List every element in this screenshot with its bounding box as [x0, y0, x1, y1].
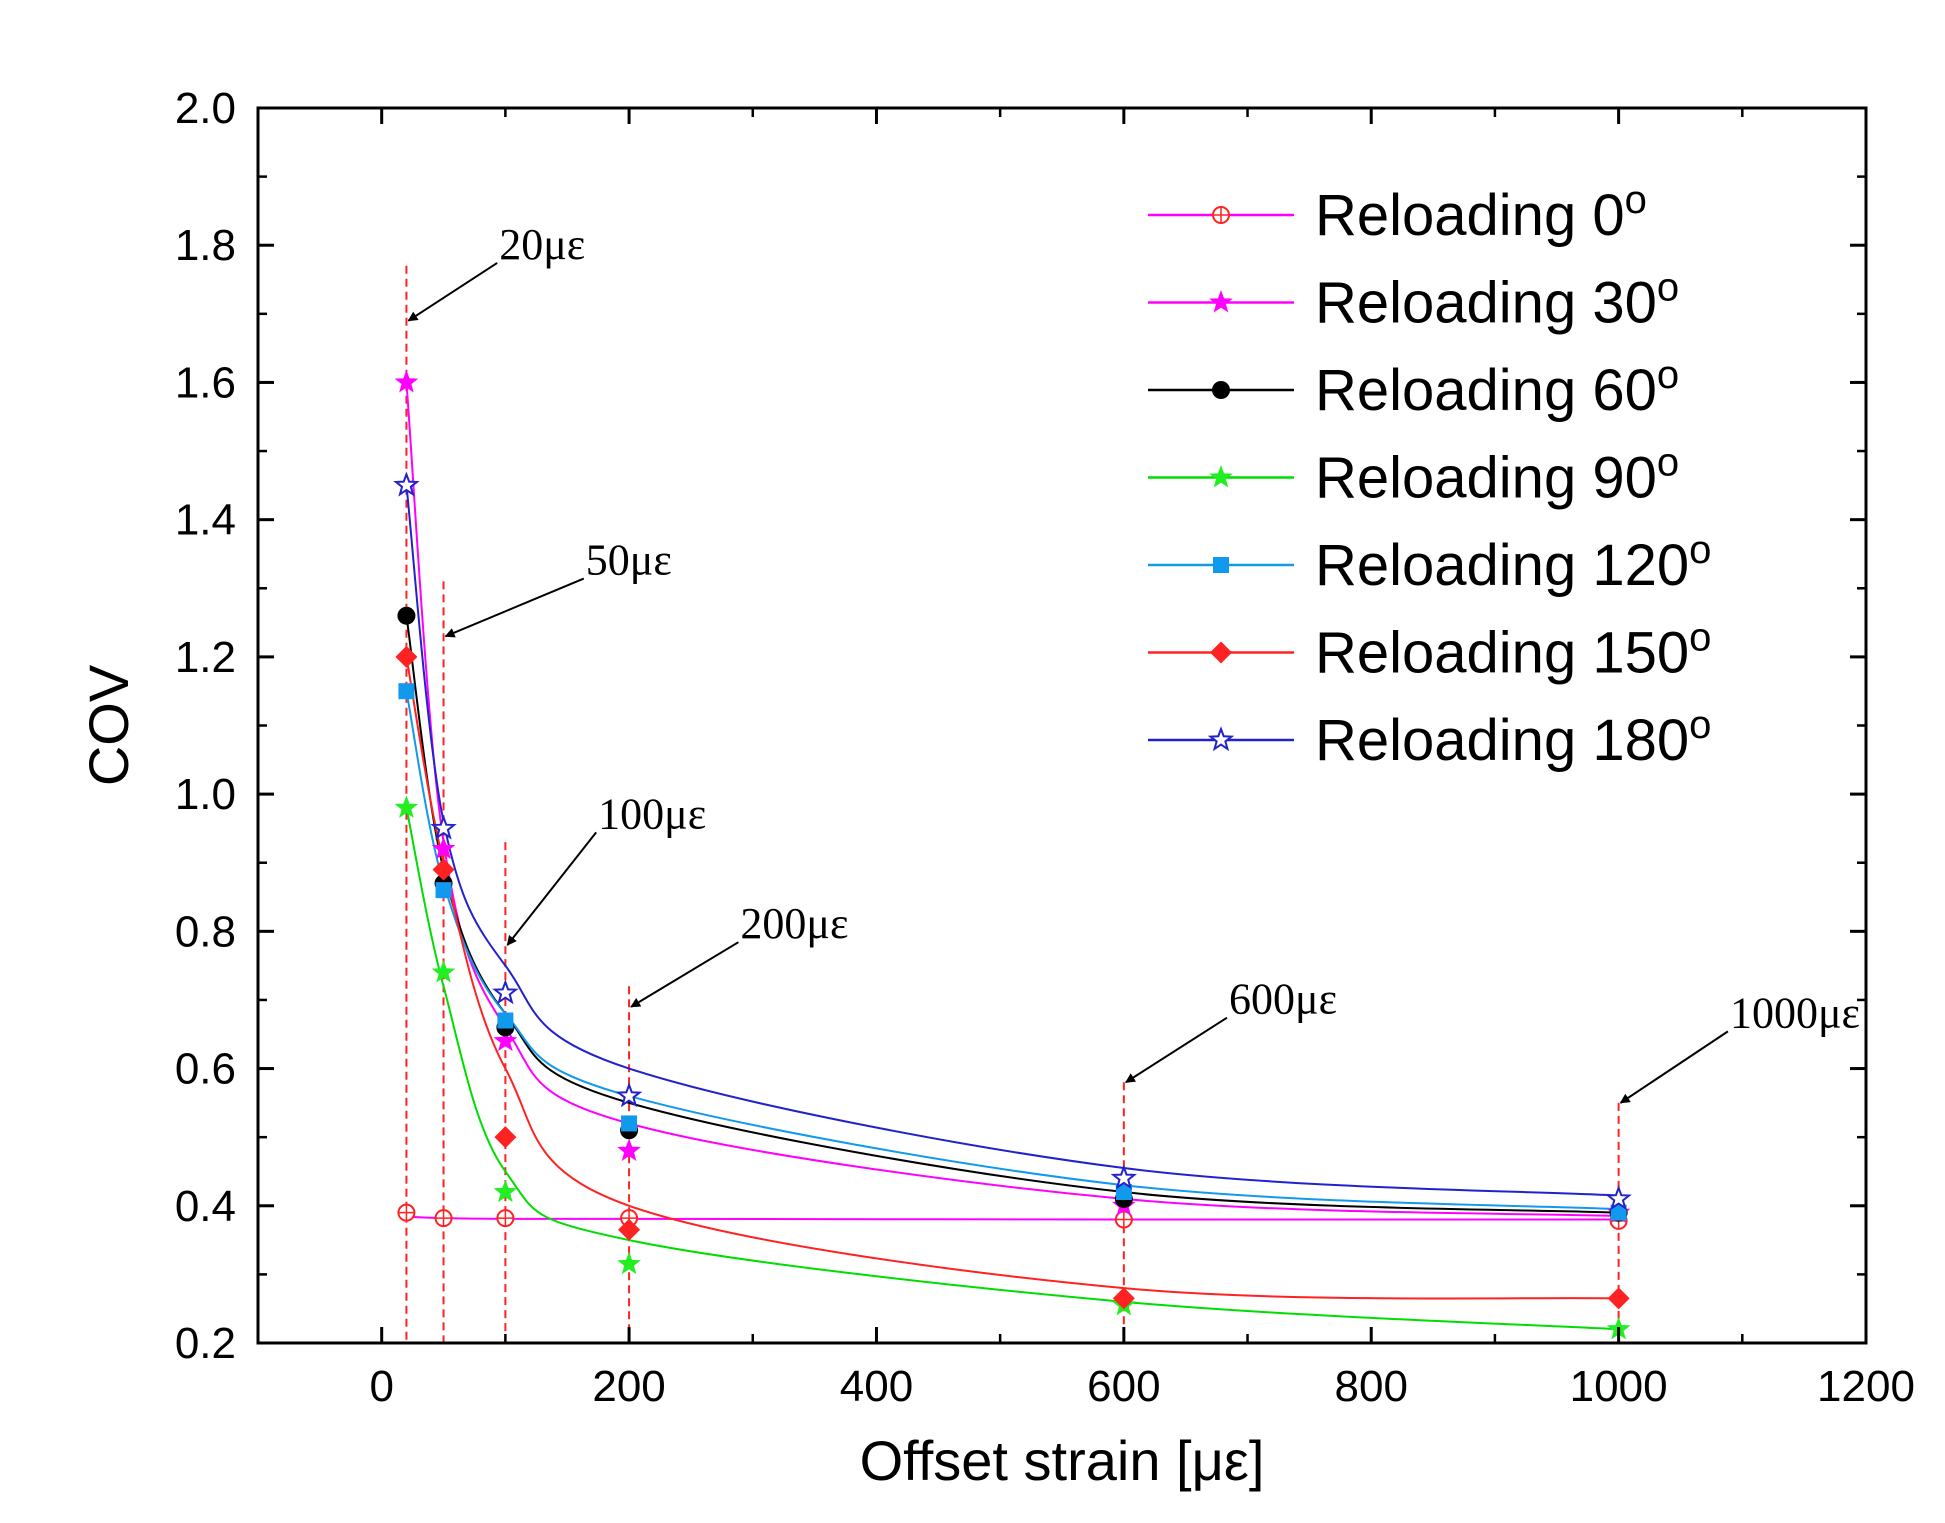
- legend: Reloading 0o Reloading 30o Reloading 60o Re…: [1148, 178, 1711, 773]
- marker: [1110, 1164, 1138, 1190]
- x-tick-label: 200: [592, 1362, 665, 1411]
- y-tick-label: 1.6: [175, 358, 236, 407]
- series-line-3: [405, 807, 1619, 1331]
- marker: [393, 471, 420, 497]
- annotation-arrow: [407, 262, 498, 322]
- x-tick-label: 800: [1335, 1362, 1408, 1411]
- marker: [431, 960, 456, 983]
- annotation-arrow: [506, 831, 597, 946]
- marker: [618, 1218, 641, 1241]
- marker: [1210, 641, 1232, 664]
- series-markers-0: [397, 1203, 1628, 1230]
- y-tick-label: 0.2: [175, 1319, 236, 1368]
- marker: [621, 1115, 638, 1132]
- legend-item-1: Reloading 30o: [1148, 266, 1679, 336]
- y-tick-label: 1.8: [175, 221, 236, 270]
- marker: [617, 1251, 641, 1275]
- marker: [493, 1028, 518, 1052]
- y-tick-label: 0.4: [175, 1182, 236, 1231]
- annotation-label: 100με: [598, 789, 706, 838]
- marker: [1605, 1185, 1632, 1211]
- data-markers: [393, 370, 1632, 1340]
- marker: [431, 836, 456, 860]
- marker: [493, 1179, 518, 1203]
- y-tick-label: 1.0: [175, 770, 236, 819]
- marker: [617, 1138, 641, 1161]
- marker: [1213, 557, 1229, 573]
- marker: [1212, 381, 1230, 399]
- marker: [1209, 290, 1233, 313]
- marker: [394, 795, 419, 818]
- marker: [397, 606, 416, 625]
- marker: [494, 1126, 517, 1149]
- annotation-arrow: [1619, 1030, 1729, 1104]
- series-line-6: [405, 485, 1619, 1197]
- legend-label: Reloading 120o: [1315, 528, 1711, 598]
- legend-label: Reloading 150o: [1315, 616, 1711, 686]
- legend-label: Reloading 180o: [1315, 703, 1711, 773]
- legend-label: Reloading 90o: [1315, 441, 1679, 511]
- y-tick-label: 2.0: [175, 84, 236, 133]
- marker: [1207, 726, 1235, 752]
- x-tick-label: 400: [840, 1362, 913, 1411]
- y-axis-label: COV: [77, 664, 140, 786]
- legend-item-0: Reloading 0o: [1148, 178, 1647, 248]
- x-tick-label: 600: [1087, 1362, 1160, 1411]
- annotation-arrow: [1125, 1016, 1228, 1084]
- series-line-0: [406, 1215, 1619, 1221]
- legend-item-5: Reloading 150o: [1148, 616, 1711, 686]
- axes: 0 200 400 600 800 1000 1200 0.2 0.4 0.6 0.8 1.0 1.2 1…: [77, 84, 1915, 1492]
- x-tick-label: 0: [369, 1362, 393, 1411]
- fit-curves: [405, 382, 1619, 1331]
- marker: [615, 1082, 643, 1108]
- marker: [492, 979, 519, 1005]
- marker: [1209, 465, 1233, 488]
- marker: [394, 370, 419, 393]
- annotation-arrow: [444, 577, 585, 638]
- annotation-label: 1000με: [1730, 988, 1860, 1037]
- legend-label: Reloading 60o: [1315, 353, 1679, 423]
- series-markers-5: [395, 645, 1630, 1310]
- marker: [1112, 1287, 1135, 1310]
- legend-item-4: Reloading 120o: [1148, 528, 1711, 598]
- marker: [395, 645, 418, 668]
- x-tick-label: 1200: [1817, 1362, 1915, 1411]
- annotations: 20με 50με 100με 200με 600με 1000με: [407, 220, 1860, 1104]
- annotation-label: 200με: [740, 899, 848, 948]
- series-line-2: [405, 615, 1619, 1214]
- y-tick-label: 0.6: [175, 1045, 236, 1094]
- series-markers-3: [394, 795, 1631, 1340]
- marker: [1610, 1204, 1627, 1221]
- reference-lines: [405, 265, 1620, 1343]
- marker: [1115, 1184, 1132, 1201]
- series-markers-4: [398, 683, 1627, 1221]
- x-axis-label: Offset strain [με]: [860, 1429, 1265, 1492]
- marker: [497, 1012, 514, 1029]
- y-tick-label: 1.4: [175, 496, 236, 545]
- legend-item-6: Reloading 180o: [1148, 703, 1711, 773]
- y-tick-label: 1.2: [175, 633, 236, 682]
- legend-label: Reloading 0o: [1315, 178, 1647, 248]
- y-tick-label: 0.8: [175, 907, 236, 956]
- marker: [435, 882, 452, 899]
- annotation-label: 600με: [1229, 975, 1337, 1024]
- marker: [398, 683, 415, 700]
- annotation-arrow: [630, 941, 739, 1008]
- annotation-label: 20με: [499, 220, 585, 269]
- marker: [432, 858, 455, 881]
- x-tick-label: 1000: [1570, 1362, 1668, 1411]
- marker: [430, 814, 457, 840]
- legend-item-3: Reloading 90o: [1148, 441, 1679, 511]
- legend-label: Reloading 30o: [1315, 266, 1679, 336]
- marker: [1607, 1287, 1630, 1310]
- annotation-label: 50με: [586, 536, 672, 585]
- legend-item-2: Reloading 60o: [1148, 353, 1679, 423]
- series-markers-2: [397, 606, 1628, 1222]
- series-markers-6: [393, 471, 1632, 1211]
